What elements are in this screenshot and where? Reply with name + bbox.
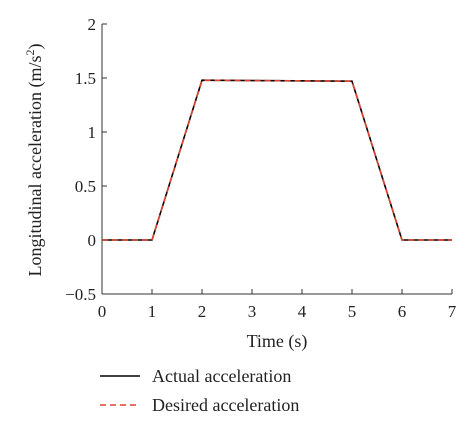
series-lines: [102, 79, 452, 241]
series-line-desired: [102, 79, 452, 241]
y-axis-ticks: −0.5 0 0.5 1 1.5 2: [65, 15, 107, 304]
legend-label-desired: Desired acceleration: [152, 395, 299, 415]
x-tick-label: 3: [248, 302, 257, 321]
x-axis-title: Time (s): [247, 331, 308, 352]
x-tick-label: 2: [198, 302, 207, 321]
x-tick-label: 4: [298, 302, 307, 321]
series-line-actual: [102, 79, 452, 241]
y-tick-label: −0.5: [65, 285, 96, 304]
x-axis-ticks: 0 1 2 3 4 5 6 7: [98, 289, 457, 321]
y-tick-label: 1: [88, 123, 97, 142]
x-tick-label: 6: [398, 302, 407, 321]
y-tick-label: 0: [88, 231, 97, 250]
y-axis-title: Longitudinal acceleration (m/s2): [23, 44, 46, 277]
legend: Actual acceleration Desired acceleration: [100, 366, 299, 415]
y-axis-title-superscript: 2: [23, 50, 37, 56]
x-tick-label: 5: [348, 302, 357, 321]
x-tick-label: 7: [448, 302, 457, 321]
x-tick-label: 0: [98, 302, 107, 321]
x-tick-label: 1: [148, 302, 157, 321]
y-tick-label: 0.5: [75, 177, 96, 196]
y-tick-label: 2: [88, 15, 97, 34]
y-tick-label: 1.5: [75, 69, 96, 88]
legend-label-actual: Actual acceleration: [152, 366, 291, 386]
